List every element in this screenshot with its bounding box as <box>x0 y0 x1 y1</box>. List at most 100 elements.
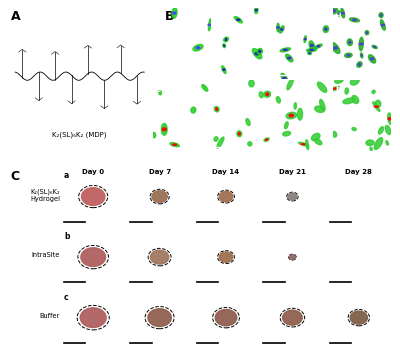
Ellipse shape <box>255 53 259 55</box>
Ellipse shape <box>379 13 383 18</box>
Ellipse shape <box>381 24 384 26</box>
Ellipse shape <box>282 310 302 325</box>
Ellipse shape <box>298 142 308 146</box>
Ellipse shape <box>310 44 313 47</box>
Text: K₂(SL)₆K₂
Hydrogel: K₂(SL)₆K₂ Hydrogel <box>30 188 60 202</box>
Ellipse shape <box>252 49 262 59</box>
Ellipse shape <box>259 50 261 52</box>
Ellipse shape <box>310 49 313 50</box>
Ellipse shape <box>374 47 376 48</box>
Text: e: e <box>156 85 161 94</box>
Ellipse shape <box>359 37 363 51</box>
Ellipse shape <box>385 125 391 135</box>
Ellipse shape <box>289 255 296 260</box>
Ellipse shape <box>320 99 325 111</box>
Ellipse shape <box>223 69 225 70</box>
Ellipse shape <box>238 133 240 135</box>
Ellipse shape <box>294 103 296 109</box>
Ellipse shape <box>332 131 337 137</box>
Ellipse shape <box>315 44 322 48</box>
Text: Day 0: Day 0 <box>82 169 104 175</box>
Text: g: g <box>276 85 281 94</box>
Ellipse shape <box>353 19 356 21</box>
Ellipse shape <box>366 32 368 33</box>
Ellipse shape <box>266 139 268 140</box>
Ellipse shape <box>202 84 208 91</box>
Ellipse shape <box>388 113 392 125</box>
Ellipse shape <box>214 137 218 141</box>
Text: Day 7: Day 7 <box>148 169 171 175</box>
Text: b: b <box>216 13 221 22</box>
Ellipse shape <box>264 91 271 97</box>
Ellipse shape <box>257 49 262 54</box>
Ellipse shape <box>219 252 233 262</box>
Ellipse shape <box>333 47 338 49</box>
Text: K₂(SL)₆K₂ (MDP): K₂(SL)₆K₂ (MDP) <box>52 132 107 138</box>
Text: h: h <box>336 85 341 94</box>
Ellipse shape <box>280 29 283 30</box>
Text: A: A <box>11 10 20 23</box>
Ellipse shape <box>343 98 354 104</box>
Text: IntraSite: IntraSite <box>32 252 60 258</box>
Ellipse shape <box>276 97 280 103</box>
Ellipse shape <box>317 82 327 92</box>
Ellipse shape <box>289 114 294 117</box>
Ellipse shape <box>148 309 171 327</box>
Text: b: b <box>64 232 70 241</box>
Ellipse shape <box>373 102 380 111</box>
Ellipse shape <box>345 53 352 58</box>
Ellipse shape <box>172 8 177 18</box>
Ellipse shape <box>283 131 290 136</box>
Ellipse shape <box>152 191 167 202</box>
Ellipse shape <box>333 10 335 12</box>
Ellipse shape <box>162 128 166 131</box>
Ellipse shape <box>368 55 376 63</box>
Ellipse shape <box>315 139 322 145</box>
Ellipse shape <box>341 9 345 18</box>
Text: Day 21: Day 21 <box>279 169 306 175</box>
Ellipse shape <box>284 49 287 50</box>
Ellipse shape <box>223 44 226 48</box>
Text: c: c <box>276 13 280 22</box>
Text: C: C <box>10 170 19 183</box>
Ellipse shape <box>347 55 350 56</box>
Ellipse shape <box>378 127 384 134</box>
Ellipse shape <box>380 20 385 30</box>
Ellipse shape <box>309 53 310 54</box>
Ellipse shape <box>350 18 360 22</box>
Ellipse shape <box>308 52 312 55</box>
Ellipse shape <box>357 62 362 67</box>
Ellipse shape <box>334 88 337 89</box>
Ellipse shape <box>224 45 225 46</box>
Ellipse shape <box>283 77 286 79</box>
Text: c: c <box>64 293 69 301</box>
Ellipse shape <box>152 132 156 138</box>
Ellipse shape <box>170 143 179 147</box>
Text: B: B <box>165 10 174 23</box>
Ellipse shape <box>374 138 383 149</box>
Ellipse shape <box>248 142 252 146</box>
Ellipse shape <box>352 95 359 104</box>
Ellipse shape <box>222 66 226 73</box>
Ellipse shape <box>237 131 242 137</box>
Ellipse shape <box>80 308 106 327</box>
Ellipse shape <box>358 64 360 65</box>
Ellipse shape <box>380 14 382 16</box>
Text: d: d <box>336 13 341 22</box>
Ellipse shape <box>388 118 392 120</box>
Ellipse shape <box>224 37 228 42</box>
Ellipse shape <box>331 8 338 14</box>
Ellipse shape <box>372 90 375 93</box>
Ellipse shape <box>349 41 351 43</box>
Ellipse shape <box>217 137 224 148</box>
Ellipse shape <box>365 31 369 35</box>
Ellipse shape <box>366 140 374 146</box>
Ellipse shape <box>286 112 297 119</box>
Ellipse shape <box>323 26 328 33</box>
Ellipse shape <box>281 73 288 83</box>
Ellipse shape <box>335 77 343 83</box>
Ellipse shape <box>208 24 212 25</box>
Ellipse shape <box>298 108 302 120</box>
Ellipse shape <box>312 133 320 141</box>
Ellipse shape <box>370 58 374 60</box>
